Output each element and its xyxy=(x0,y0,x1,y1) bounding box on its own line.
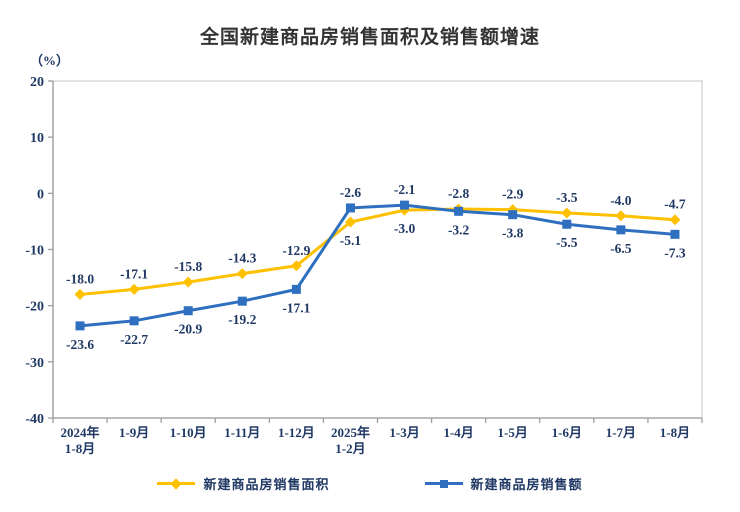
x-tick-label: 1-7月 xyxy=(606,425,636,440)
series-0-diamond-marker xyxy=(182,276,194,288)
series-1-square-marker xyxy=(345,203,355,213)
data-label: -4.0 xyxy=(610,193,632,208)
data-label: -4.7 xyxy=(664,197,686,212)
x-tick-label: 1-10月 xyxy=(170,425,207,440)
y-tick-label: -40 xyxy=(25,412,44,427)
data-label: -20.9 xyxy=(174,322,202,337)
series-line-1 xyxy=(79,203,676,328)
x-tick-label: 1-11月 xyxy=(224,425,260,440)
series-1-square-marker xyxy=(291,284,301,294)
x-tick-label: 1-5月 xyxy=(498,425,528,440)
series-1-square-marker xyxy=(75,321,85,331)
legend-label-sales-area: 新建商品房销售面积 xyxy=(203,477,330,492)
legend-item-sales-area: 新建商品房销售面积 xyxy=(157,474,329,493)
series-1-square-marker xyxy=(508,210,518,220)
x-tick-label: 1-8月 xyxy=(65,441,95,456)
series-0-diamond-marker xyxy=(74,288,86,300)
x-tick-label: 2025年 xyxy=(331,425,370,440)
data-label: -2.9 xyxy=(502,187,524,202)
series-0-diamond-marker xyxy=(344,216,356,228)
series-1-square-marker xyxy=(562,219,572,229)
series-0-diamond-marker xyxy=(290,260,302,272)
series-1-square-marker xyxy=(616,225,626,235)
x-tick-label: 1-4月 xyxy=(443,425,473,440)
data-label: -22.7 xyxy=(120,332,148,347)
y-axis-unit-label: （%） xyxy=(30,53,70,68)
y-tick-label: 10 xyxy=(30,131,44,146)
data-label: -2.8 xyxy=(448,186,470,201)
y-tick-label: -20 xyxy=(25,300,44,315)
data-label: -17.1 xyxy=(282,300,310,315)
data-label: -3.0 xyxy=(394,221,416,236)
data-label: -15.8 xyxy=(174,259,202,274)
y-tick-label: 0 xyxy=(37,187,44,202)
series-0-diamond-marker xyxy=(669,214,681,226)
series-0-diamond-marker xyxy=(236,268,248,280)
x-tick-label: 1-8月 xyxy=(660,425,690,440)
x-tick-label: 1-3月 xyxy=(389,425,419,440)
chart-title: 全国新建商品房销售面积及销售额增速 xyxy=(199,27,540,48)
data-label: -3.8 xyxy=(502,226,524,241)
data-label: -17.1 xyxy=(120,266,148,281)
data-label: -3.2 xyxy=(448,222,470,237)
y-tick-label: -30 xyxy=(25,356,44,371)
data-label: -6.5 xyxy=(610,241,632,256)
series-1-square-marker xyxy=(454,206,464,216)
series-line-0 xyxy=(79,207,676,296)
legend-label-sales-amount: 新建商品房销售额 xyxy=(470,477,583,492)
series-1-square-marker xyxy=(670,229,680,239)
y-tick-label: -10 xyxy=(25,244,44,259)
data-label: -23.6 xyxy=(66,337,94,352)
data-label: -12.9 xyxy=(282,243,310,258)
series-0-diamond-marker xyxy=(561,207,573,219)
x-tick-label: 2024年 xyxy=(61,425,100,440)
data-label: -14.3 xyxy=(228,251,256,266)
data-label: -18.0 xyxy=(66,271,94,286)
x-tick-label: 1-12月 xyxy=(278,425,315,440)
x-tick-label: 1-9月 xyxy=(119,425,149,440)
y-tick-label: 20 xyxy=(30,75,44,90)
series-1-square-marker xyxy=(237,296,247,306)
sales-area-line-marker-icon xyxy=(157,477,196,490)
legend-item-sales-amount: 新建商品房销售额 xyxy=(424,474,583,493)
data-label: -5.5 xyxy=(556,235,578,250)
x-tick-label: 1-6月 xyxy=(552,425,582,440)
series-1-square-marker xyxy=(129,316,139,326)
series-0-diamond-marker xyxy=(615,210,627,222)
data-label: -2.1 xyxy=(394,182,416,197)
series-1-square-marker xyxy=(400,200,410,210)
data-label: -5.1 xyxy=(340,233,362,248)
data-label: -3.5 xyxy=(556,190,578,205)
series-0-diamond-marker xyxy=(128,283,140,295)
sales-area-diamond-icon xyxy=(170,477,183,490)
data-label: -7.3 xyxy=(664,245,686,260)
x-tick-label: 1-2月 xyxy=(335,441,365,456)
plot-border xyxy=(52,80,703,419)
series-1-square-marker xyxy=(183,306,193,316)
sales-amount-line-marker-icon xyxy=(424,478,463,490)
sales-amount-square-icon xyxy=(439,479,448,488)
data-label: -19.2 xyxy=(228,312,256,327)
data-label: -2.6 xyxy=(340,185,362,200)
chart-legend: 新建商品房销售面积 新建商品房销售额 xyxy=(0,474,740,493)
